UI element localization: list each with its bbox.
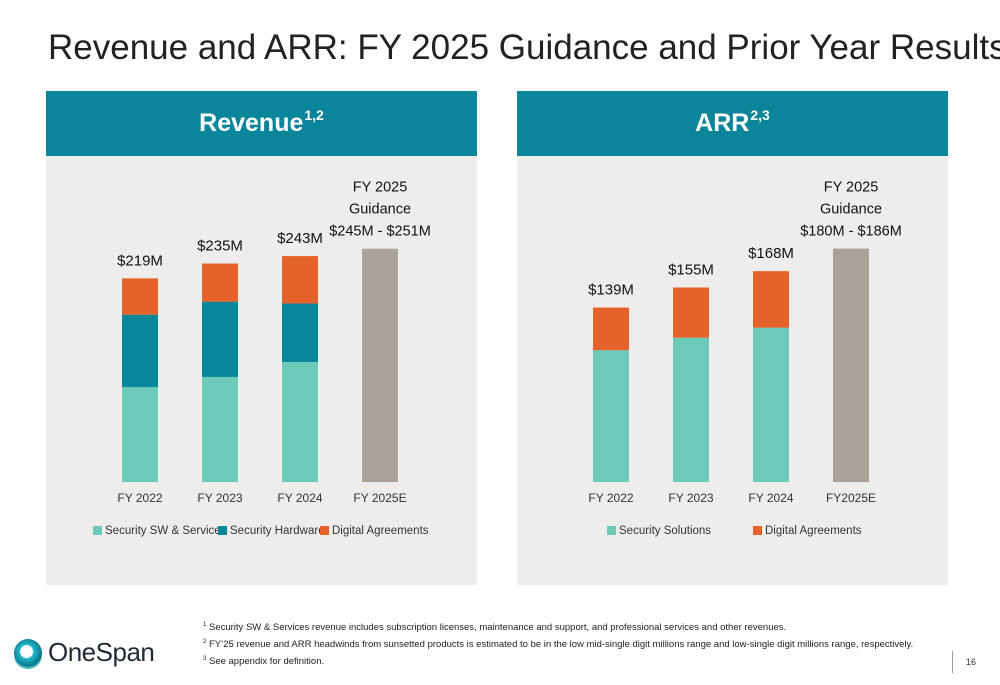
bar-segment-digital-agreements-2 bbox=[282, 256, 318, 304]
bar-segment-digital-agreements-2 bbox=[753, 271, 789, 328]
revenue-header-title: Revenue bbox=[199, 109, 304, 137]
x-tick-label: FY 2024 bbox=[748, 491, 793, 505]
x-tick-label: FY 2025E bbox=[353, 491, 406, 505]
legend-label: Security Hardware bbox=[230, 525, 325, 537]
revenue-chart: FY 2022 FY 2023 FY 2024 FY 2025E $219M $235M $… bbox=[93, 180, 431, 537]
guidance-label-line: FY 2025 bbox=[353, 180, 408, 196]
bar-segment-security-sw-services-0 bbox=[122, 387, 158, 482]
bar-value-label: $243M bbox=[277, 230, 323, 247]
bar-value-label: $235M bbox=[197, 238, 243, 255]
bar-segment-security-hardware-2 bbox=[282, 303, 318, 363]
bar-segment-security-solutions-2 bbox=[753, 327, 789, 482]
bar-segment-digital-agreements-1 bbox=[673, 287, 709, 338]
footnotes: 1 Security SW & Services revenue include… bbox=[203, 618, 913, 669]
x-tick-label: FY 2023 bbox=[197, 491, 242, 505]
legend-swatch bbox=[607, 526, 616, 535]
bar-segment-security-sw-services-2 bbox=[282, 362, 318, 482]
revenue-header-sup: 1,2 bbox=[304, 106, 324, 123]
arr-header-sup: 2,3 bbox=[750, 106, 770, 123]
arr-chart: FY 2022 FY 2023 FY 2024 FY2025E $139M $155M $1… bbox=[588, 180, 902, 537]
bar-segment-security-solutions-0 bbox=[593, 350, 629, 482]
onespan-logo-text: OneSpan bbox=[48, 637, 155, 667]
bar-value-label: $168M bbox=[748, 245, 794, 262]
legend-label: Digital Agreements bbox=[765, 525, 862, 537]
x-tick-label: FY 2022 bbox=[117, 491, 162, 505]
page-number: 16 bbox=[966, 657, 977, 667]
bar-segment-guidance-3 bbox=[362, 248, 398, 482]
legend-label: Digital Agreements bbox=[332, 525, 429, 537]
page-title: Revenue and ARR: FY 2025 Guidance and Pr… bbox=[48, 28, 1000, 67]
bar-segment-digital-agreements-0 bbox=[122, 278, 158, 315]
guidance-label-line: $180M - $186M bbox=[800, 224, 902, 240]
onespan-logo-icon bbox=[14, 638, 42, 667]
guidance-label-line: $245M - $251M bbox=[329, 224, 431, 240]
footer-divider bbox=[952, 651, 953, 673]
bar-segment-digital-agreements-0 bbox=[593, 307, 629, 351]
bar-segment-digital-agreements-1 bbox=[202, 263, 238, 302]
bar-segment-security-hardware-1 bbox=[202, 301, 238, 377]
guidance-label-line: FY 2025 bbox=[824, 180, 879, 196]
guidance-label-line: Guidance bbox=[349, 202, 411, 218]
x-tick-label: FY2025E bbox=[826, 491, 876, 505]
arr-panel: ARR 2,3 FY 2022 FY 2023 FY 2024 FY2025E $139M… bbox=[517, 91, 948, 585]
legend-swatch bbox=[218, 526, 227, 535]
legend-swatch bbox=[93, 526, 102, 535]
revenue-header: Revenue 1,2 bbox=[46, 91, 477, 156]
x-tick-label: FY 2022 bbox=[588, 491, 633, 505]
footnote-2: 2 FY’25 revenue and ARR headwinds from s… bbox=[203, 639, 914, 651]
legend-label: Security SW & Services bbox=[105, 525, 227, 537]
footnote-1: 1 Security SW & Services revenue include… bbox=[203, 622, 787, 634]
guidance-label-line: Guidance bbox=[820, 202, 882, 218]
footnote-3: 3 See appendix for definition. bbox=[203, 656, 325, 668]
bar-value-label: $139M bbox=[588, 282, 634, 299]
arr-header: ARR 2,3 bbox=[517, 91, 948, 156]
onespan-logo: OneSpan bbox=[14, 637, 155, 668]
revenue-panel: Revenue 1,2 FY 2022 FY 2023 FY 2024 FY 2025E… bbox=[46, 91, 477, 585]
bar-segment-security-sw-services-1 bbox=[202, 376, 238, 482]
bar-segment-security-solutions-1 bbox=[673, 337, 709, 482]
bar-segment-security-hardware-0 bbox=[122, 314, 158, 388]
legend-swatch bbox=[753, 526, 762, 535]
bar-value-label: $155M bbox=[668, 261, 714, 278]
legend-label: Security Solutions bbox=[619, 525, 711, 537]
x-tick-label: FY 2023 bbox=[668, 491, 713, 505]
x-tick-label: FY 2024 bbox=[277, 491, 322, 505]
bar-value-label: $219M bbox=[117, 252, 163, 269]
arr-header-title: ARR bbox=[695, 109, 750, 137]
bar-segment-guidance-3 bbox=[833, 248, 869, 482]
legend-swatch bbox=[320, 526, 329, 535]
